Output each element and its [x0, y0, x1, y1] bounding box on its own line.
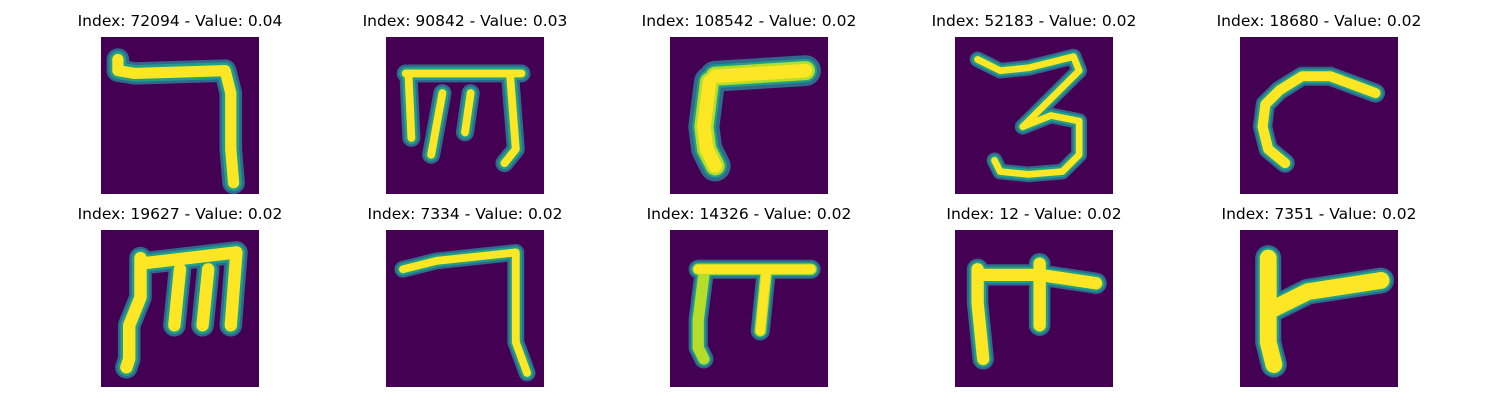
panel-10: Index: 7351 - Value: 0.02	[1199, 205, 1439, 395]
panel-title: Index: 14326 - Value: 0.02	[646, 205, 852, 223]
reverse-seven-icon	[386, 230, 544, 387]
panel-3: Index: 108542 - Value: 0.02	[629, 12, 869, 202]
panel-2: Index: 90842 - Value: 0.03	[345, 12, 585, 202]
panel-9: Index: 12 - Value: 0.02	[914, 205, 1154, 395]
panel-8: Index: 14326 - Value: 0.02	[629, 205, 869, 395]
m-shape-icon	[101, 230, 259, 387]
panel-5: Index: 18680 - Value: 0.02	[1199, 12, 1439, 202]
t-shape-icon	[955, 230, 1113, 387]
panel-title: Index: 7351 - Value: 0.02	[1221, 205, 1417, 223]
panel-1: Index: 72094 - Value: 0.04	[60, 12, 300, 202]
panel-4: Index: 52183 - Value: 0.02	[914, 12, 1154, 202]
m-shape-icon	[386, 37, 544, 194]
panel-title: Index: 72094 - Value: 0.04	[77, 12, 283, 30]
hook-shape-icon	[1240, 37, 1398, 194]
panel-title: Index: 19627 - Value: 0.02	[77, 205, 283, 223]
panel-title: Index: 90842 - Value: 0.03	[362, 12, 568, 30]
panel-7: Index: 7334 - Value: 0.02	[345, 205, 585, 395]
bent-stroke-icon	[670, 37, 828, 194]
panel-title: Index: 52183 - Value: 0.02	[931, 12, 1137, 30]
l-flag-shape-icon	[1240, 230, 1398, 387]
panel-title: Index: 108542 - Value: 0.02	[641, 12, 857, 30]
panel-title: Index: 7334 - Value: 0.02	[367, 205, 563, 223]
panel-title: Index: 12 - Value: 0.02	[946, 205, 1122, 223]
panel-6: Index: 19627 - Value: 0.02	[60, 205, 300, 395]
three-shape-icon	[955, 37, 1113, 194]
reverse-seven-icon	[101, 37, 259, 194]
panel-title: Index: 18680 - Value: 0.02	[1216, 12, 1422, 30]
pi-shape-icon	[670, 230, 828, 387]
